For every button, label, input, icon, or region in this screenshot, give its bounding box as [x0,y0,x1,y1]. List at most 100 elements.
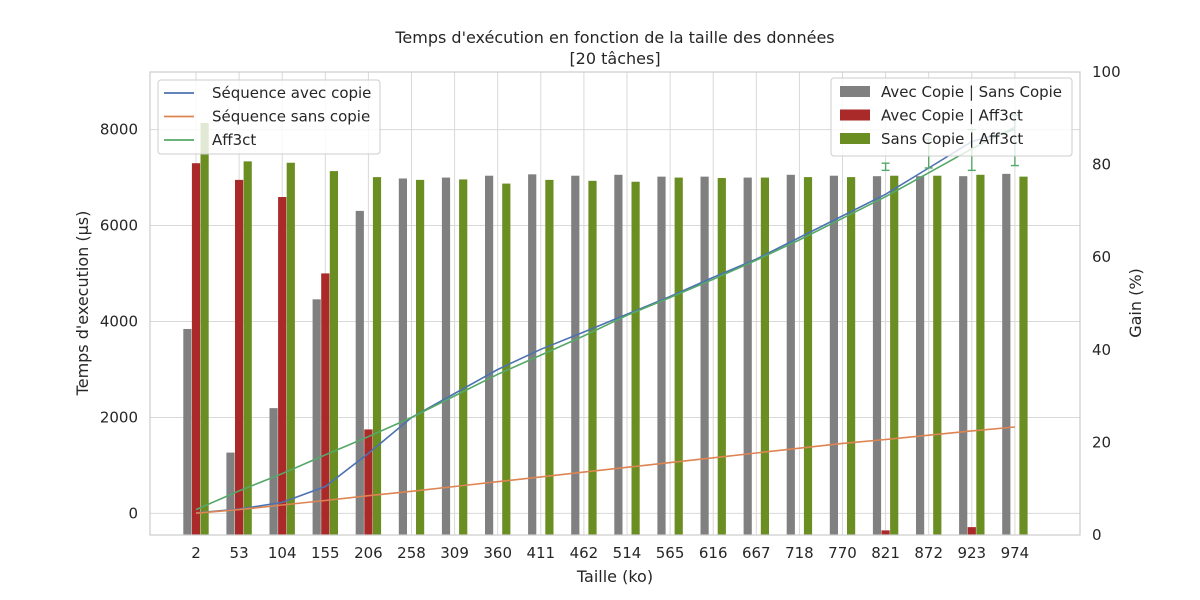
chart-subtitle: [20 tâches] [569,49,660,68]
y2-tick-label: 0 [1092,526,1102,544]
bar-0-104 [269,408,278,535]
bar-0-309 [441,177,451,535]
bar-0-821 [872,176,882,536]
x-tick-label: 360 [483,544,512,562]
bar-2-462 [588,180,597,535]
bar-0-616 [700,176,709,535]
y2-axis-label: Gain (%) [1126,268,1145,338]
x-tick-label: 770 [828,544,857,562]
bar-2-974 [1019,176,1028,535]
x-tick-label: 718 [785,544,814,562]
bar-2-821 [890,175,899,535]
bar-0-514 [614,174,623,535]
bar-0-770 [829,175,838,535]
y2-tick-label: 100 [1092,63,1121,81]
gain-bars [183,122,1028,536]
y-tick-label: 0 [128,504,138,522]
y-tick-label: 8000 [100,121,138,139]
bar-1-206 [364,429,373,535]
bar-2-309 [459,179,468,535]
x-tick-label: 411 [526,544,555,562]
legend-bar-swatch [840,109,870,121]
bar-0-462 [571,175,580,535]
x-tick-label: 155 [311,544,340,562]
legend-bar-swatch [840,86,870,97]
legend-line-label: Aff3ct [212,131,256,149]
y2-tick-label: 40 [1092,341,1111,359]
x-tick-label: 514 [613,544,642,562]
bar-0-872 [916,176,925,536]
bar-1-155 [321,273,330,535]
x-tick-label: 667 [742,544,771,562]
bar-2-667 [760,177,769,535]
line-series-0 [195,128,1016,514]
bar-0-258 [398,178,407,536]
legend-bar-label: Sans Copie | Aff3ct [881,130,1023,148]
bar-1-923 [967,527,976,535]
grid [150,72,1080,535]
x-tick-label: 923 [957,544,986,562]
bar-2-923 [976,174,985,535]
x-tick-label: 309 [440,544,469,562]
bar-1-2 [191,163,201,535]
x-tick-label: 206 [354,544,383,562]
bar-legend: Avec Copie | Sans Copie Avec Copie | Aff3… [830,77,1073,157]
plot-frame [149,71,1081,536]
line-series-2 [195,126,1016,511]
legend-line-label: Séquence avec copie [212,84,371,102]
plot-border [149,71,1081,536]
bar-0-667 [743,177,752,535]
line-series-1 [195,426,1015,514]
bar-0-974 [1002,173,1011,536]
bar-2-53 [243,161,252,535]
line-legend: Séquence avec copie Séquence sans copie Af… [157,79,381,155]
x-tick-label: 616 [699,544,728,562]
x-tick-label: 462 [570,544,599,562]
y-tick-label: 2000 [100,408,138,426]
x-tick-label: 974 [1001,544,1030,562]
legend-box [157,79,381,155]
y2-tick-label: 60 [1092,248,1111,266]
bar-2-104 [286,162,295,536]
x-tick-label: 872 [914,544,943,562]
bar-2-258 [416,179,425,535]
x-tick-label: 2 [191,544,201,562]
bar-2-616 [717,178,726,536]
chart-title: Temps d'exécution en fonction de la tail… [394,28,834,47]
x-tick-label: 565 [656,544,685,562]
bar-1-104 [278,197,287,535]
legend-box [830,77,1073,157]
bar-1-53 [235,179,244,535]
bar-0-206 [355,210,364,535]
bar-2-718 [803,177,813,535]
bar-0-155 [312,299,321,535]
bar-2-2 [200,122,209,536]
x-tick-label: 821 [871,544,900,562]
bar-2-514 [631,181,640,535]
x-tick-label: 258 [397,544,426,562]
y2-tick-label: 80 [1092,156,1111,174]
bar-1-821 [881,530,890,535]
bar-0-411 [528,174,537,535]
bar-2-411 [545,179,554,535]
legend-line-label: Séquence sans copie [212,108,370,126]
legend-bar-label: Avec Copie | Aff3ct [881,107,1023,125]
x-axis-label: Taille (ko) [576,567,653,586]
bar-2-872 [933,175,942,535]
legend-bar-swatch [840,133,870,144]
bar-2-565 [674,177,683,535]
y2-tick-label: 20 [1092,433,1111,451]
tick-labels: 2 53 104 155 206 258 309 360 411 462 514 565 616 667 7… [100,63,1121,562]
y-tick-label: 4000 [100,312,138,330]
x-tick-label: 104 [268,544,297,562]
legend-bar-label: Avec Copie | Sans Copie [881,83,1062,101]
bar-2-206 [372,177,382,535]
bar-0-565 [657,176,666,535]
bar-2-770 [847,177,856,535]
bar-2-360 [502,183,511,535]
x-tick-label: 53 [230,544,249,562]
y-tick-label: 6000 [100,217,138,235]
bar-0-923 [959,176,968,536]
bar-2-155 [329,171,338,535]
